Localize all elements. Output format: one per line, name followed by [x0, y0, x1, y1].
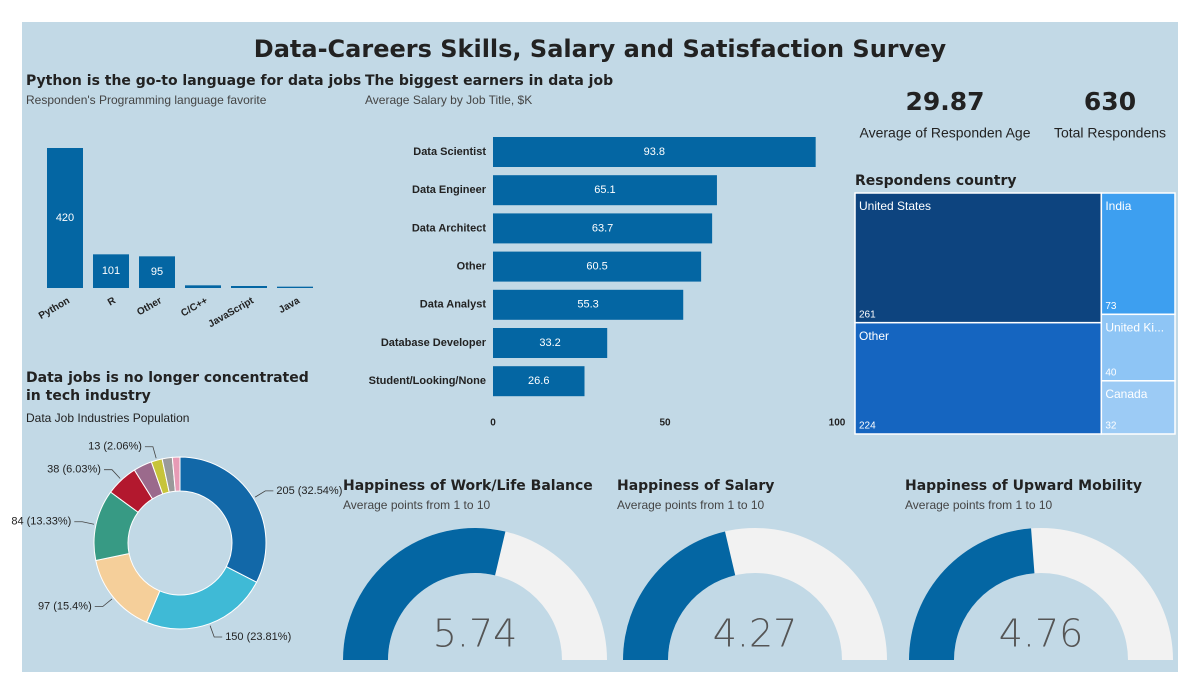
- kpi-label: Total Respondens: [1054, 125, 1166, 141]
- bar: [493, 213, 713, 244]
- bar: [493, 289, 684, 320]
- treemap-value: 73: [1105, 301, 1117, 312]
- chart-subtitle: Data Job Industries Population: [26, 411, 189, 425]
- chart-subtitle: Average points from 1 to 10: [905, 498, 1053, 512]
- bar: [47, 148, 83, 288]
- gauge-fill: [909, 528, 1035, 660]
- kpi-value: 29.87: [905, 87, 984, 116]
- chart-title: Respondens country: [855, 173, 1016, 189]
- treemap-value: 224: [859, 421, 876, 432]
- gauge-fill: [343, 528, 506, 660]
- leader-line: [103, 469, 121, 479]
- bar: [185, 285, 221, 288]
- leader-line: [209, 625, 223, 638]
- x-tick-label: 100: [829, 418, 846, 429]
- bar-label: 93.8: [644, 146, 665, 158]
- bar-label: 95: [151, 266, 163, 278]
- y-tick-label: Data Architect: [412, 222, 487, 234]
- bar-label: 60.5: [586, 261, 607, 273]
- bar-label: 101: [102, 265, 120, 277]
- chart-title: Python is the go-to language for data jo…: [26, 73, 361, 89]
- bar-label: 63.7: [592, 222, 613, 234]
- x-tick-label: 0: [490, 418, 496, 429]
- treemap-name: United States: [859, 199, 931, 213]
- bar: [231, 286, 267, 288]
- y-tick-label: Student/Looking/None: [369, 375, 486, 387]
- treemap-cell: [1100, 380, 1176, 435]
- chart-title: Happiness of Upward Mobility: [905, 478, 1142, 494]
- donut-label: 84 (13.33%): [11, 516, 71, 528]
- kpi-value: 630: [1084, 87, 1136, 116]
- bar: [493, 328, 608, 358]
- dashboard-title: Data-Careers Skills, Salary and Satisfac…: [254, 35, 947, 63]
- bar-label: 420: [56, 212, 74, 224]
- donut-slice: [179, 456, 267, 583]
- treemap-name: United Ki...: [1105, 321, 1164, 335]
- treemap-name: Other: [859, 329, 889, 343]
- treemap-name: Canada: [1105, 387, 1147, 401]
- chart-title: The biggest earners in data job: [365, 73, 613, 89]
- treemap-value: 40: [1105, 367, 1117, 378]
- treemap-value: 32: [1105, 421, 1117, 432]
- donut-title: Data jobs is no longer concentrated in t…: [26, 370, 309, 404]
- donut-slice: [171, 456, 181, 492]
- bar-label: 26.6: [528, 375, 549, 387]
- treemap-cell: [1100, 192, 1176, 316]
- gauge-fill: [623, 531, 736, 660]
- leader-line: [74, 521, 95, 525]
- y-tick-label: Data Engineer: [412, 184, 487, 196]
- bar-label: 55.3: [577, 299, 598, 311]
- bar: [493, 251, 702, 282]
- bar: [493, 366, 585, 397]
- kpi-label: Average of Responden Age: [860, 125, 1031, 141]
- donut-label: 205 (32.54%): [276, 485, 342, 497]
- y-tick-label: Data Scientist: [413, 146, 486, 158]
- y-tick-label: Database Developer: [381, 337, 487, 349]
- donut-label: 38 (6.03%): [47, 464, 101, 476]
- chart-subtitle: Average Salary by Job Title, $K: [365, 93, 532, 107]
- treemap-value: 261: [859, 309, 876, 320]
- bar: [493, 175, 717, 206]
- gauge-value: 4.76: [999, 612, 1084, 656]
- y-tick-label: Data Analyst: [420, 299, 487, 311]
- donut-label: 13 (2.06%): [88, 441, 142, 453]
- x-tick-label: 50: [659, 418, 671, 429]
- chart-subtitle: Responden's Programming language favorit…: [26, 93, 267, 107]
- donut-label: 97 (15.4%): [38, 600, 92, 612]
- bar-label: 65.1: [594, 184, 615, 196]
- leader-line: [144, 446, 157, 459]
- bar: [139, 256, 175, 288]
- treemap-name: India: [1105, 199, 1131, 213]
- donut-label: 150 (23.81%): [225, 631, 291, 643]
- chart-subtitle: Average points from 1 to 10: [343, 498, 491, 512]
- chart-title: Happiness of Work/Life Balance: [343, 478, 593, 494]
- treemap-cell: [854, 321, 1103, 435]
- bar-label: 33.2: [539, 337, 560, 349]
- leader-line: [254, 490, 274, 498]
- bar: [493, 137, 816, 167]
- bar: [93, 254, 129, 288]
- gauge-value: 5.74: [433, 612, 518, 656]
- gauge-value: 4.27: [713, 612, 798, 656]
- y-tick-label: Other: [457, 261, 487, 273]
- leader-line: [94, 598, 113, 607]
- chart-title: Happiness of Salary: [617, 478, 774, 494]
- bar: [277, 286, 313, 288]
- chart-subtitle: Average points from 1 to 10: [617, 498, 765, 512]
